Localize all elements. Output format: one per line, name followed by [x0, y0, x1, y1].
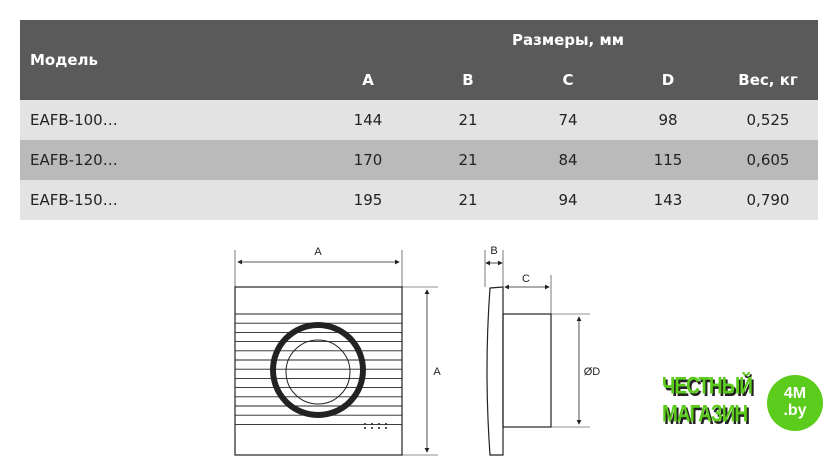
model-cell: EAFB-150… [30, 191, 118, 209]
cell: 21 [458, 111, 478, 129]
col-b: B [462, 71, 474, 89]
table-row: EAFB-150… 195 21 94 143 0,790 [20, 180, 818, 220]
cell: 0,605 [746, 151, 790, 169]
table-row: EAFB-120… 170 21 84 115 0,605 [20, 140, 818, 180]
col-c: C [562, 71, 574, 89]
cell: 21 [458, 151, 478, 169]
logo-badge: 4M .by [767, 375, 823, 431]
logo-line1: ЧЕСТНЫЙ [662, 373, 753, 400]
dimensions-table: Модель Размеры, мм A B C D Вес, кг EAFB-… [20, 20, 818, 220]
cell: 21 [458, 191, 478, 209]
cell: 144 [353, 111, 383, 129]
logo-line2: МАГАЗИН [662, 401, 748, 428]
table-header-row: Модель Размеры, мм [20, 20, 818, 69]
dimensions-group-header: Размеры, мм [511, 31, 624, 49]
cell: 0,790 [746, 191, 790, 209]
model-header: Модель [30, 51, 98, 69]
col-a: A [362, 71, 374, 89]
cell: 143 [653, 191, 683, 209]
cell: 115 [653, 151, 683, 169]
cell: 84 [558, 151, 578, 169]
dim-c: C [522, 273, 530, 285]
col-d: D [661, 71, 675, 89]
side-view: B C ØD [484, 245, 601, 456]
col-weight: Вес, кг [738, 71, 798, 89]
dim-a-side: A [433, 366, 441, 378]
model-cell: EAFB-100… [30, 111, 118, 129]
dim-a-top: A [314, 246, 322, 258]
dim-b: B [490, 245, 497, 257]
logo-badge-line2: .by [783, 402, 807, 419]
cell: 94 [558, 191, 578, 209]
cell: 170 [353, 151, 383, 169]
model-cell: EAFB-120… [30, 151, 118, 169]
table-row: EAFB-100… 144 21 74 98 0,525 [20, 100, 818, 140]
logo-badge-line1: 4M [783, 385, 807, 402]
dim-d: ØD [584, 366, 601, 378]
store-logo: ЧЕСТНЫЙ МАГАЗИН 4M .by [660, 370, 830, 440]
cell: 195 [353, 191, 383, 209]
front-view: A A [234, 246, 441, 456]
cell: 0,525 [746, 111, 790, 129]
cell: 74 [558, 111, 578, 129]
cell: 98 [658, 111, 678, 129]
